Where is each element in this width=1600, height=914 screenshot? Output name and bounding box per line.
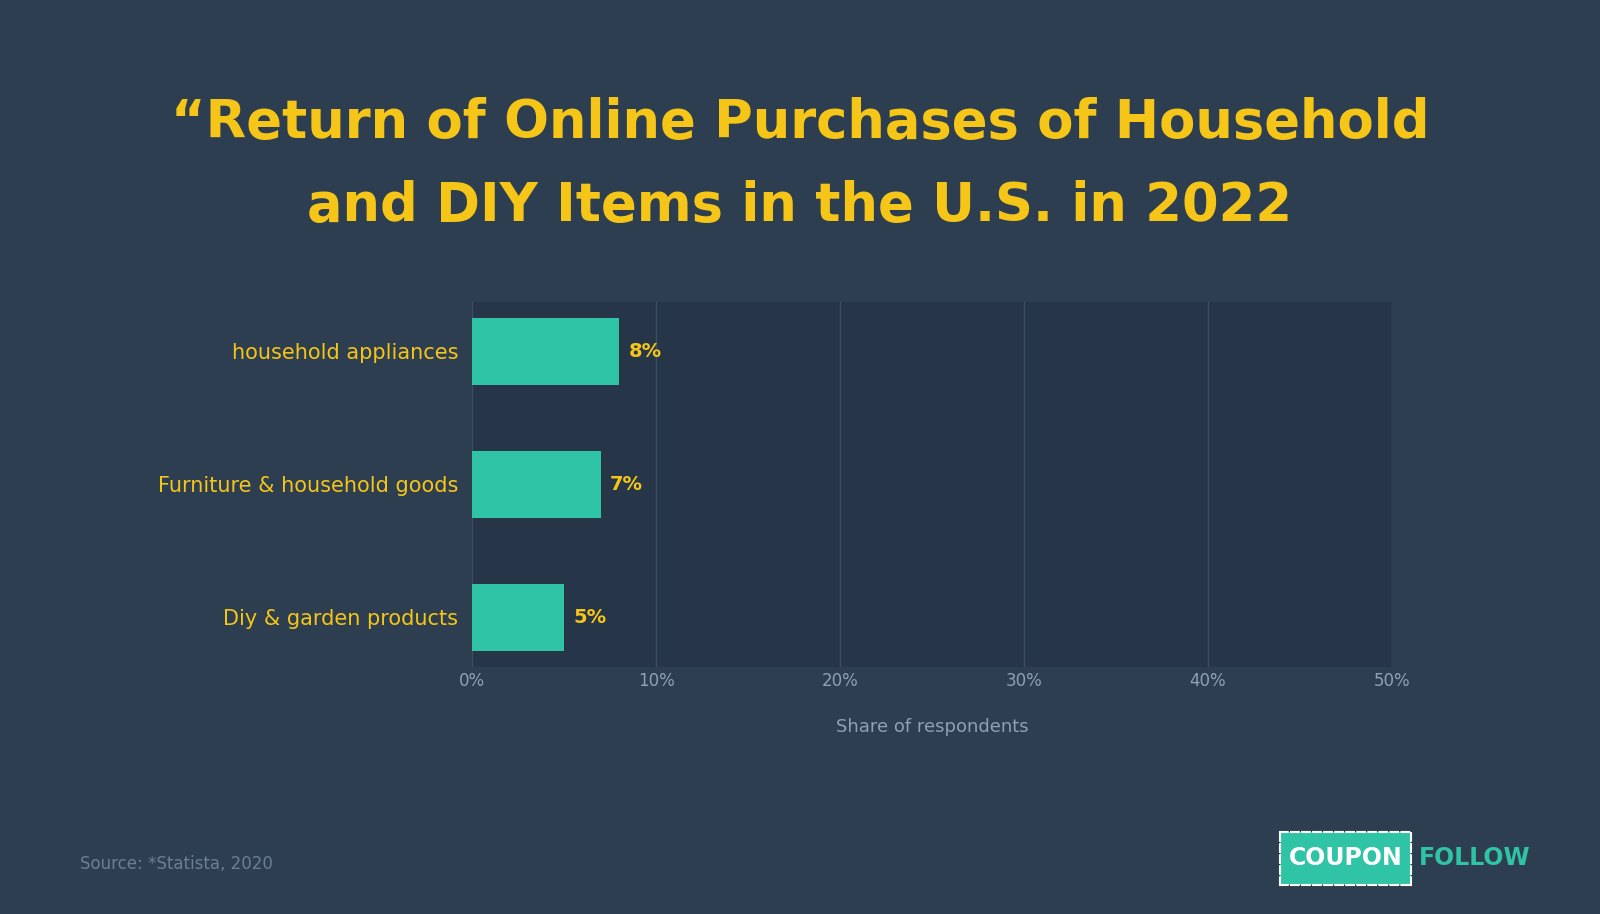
Text: “Return of Online Purchases of Household: “Return of Online Purchases of Household (171, 98, 1429, 149)
X-axis label: Share of respondents: Share of respondents (835, 717, 1029, 736)
Text: COUPON: COUPON (1288, 846, 1403, 870)
Text: and DIY Items in the U.S. in 2022: and DIY Items in the U.S. in 2022 (307, 180, 1293, 231)
Bar (472, 584, 563, 651)
Text: 5%: 5% (573, 608, 606, 627)
Text: Source: *Statista, 2020: Source: *Statista, 2020 (80, 855, 274, 873)
Bar (472, 452, 602, 517)
Bar (472, 318, 619, 385)
Text: 7%: 7% (610, 475, 643, 494)
Text: FOLLOW: FOLLOW (1419, 846, 1531, 870)
Text: 8%: 8% (629, 342, 661, 361)
